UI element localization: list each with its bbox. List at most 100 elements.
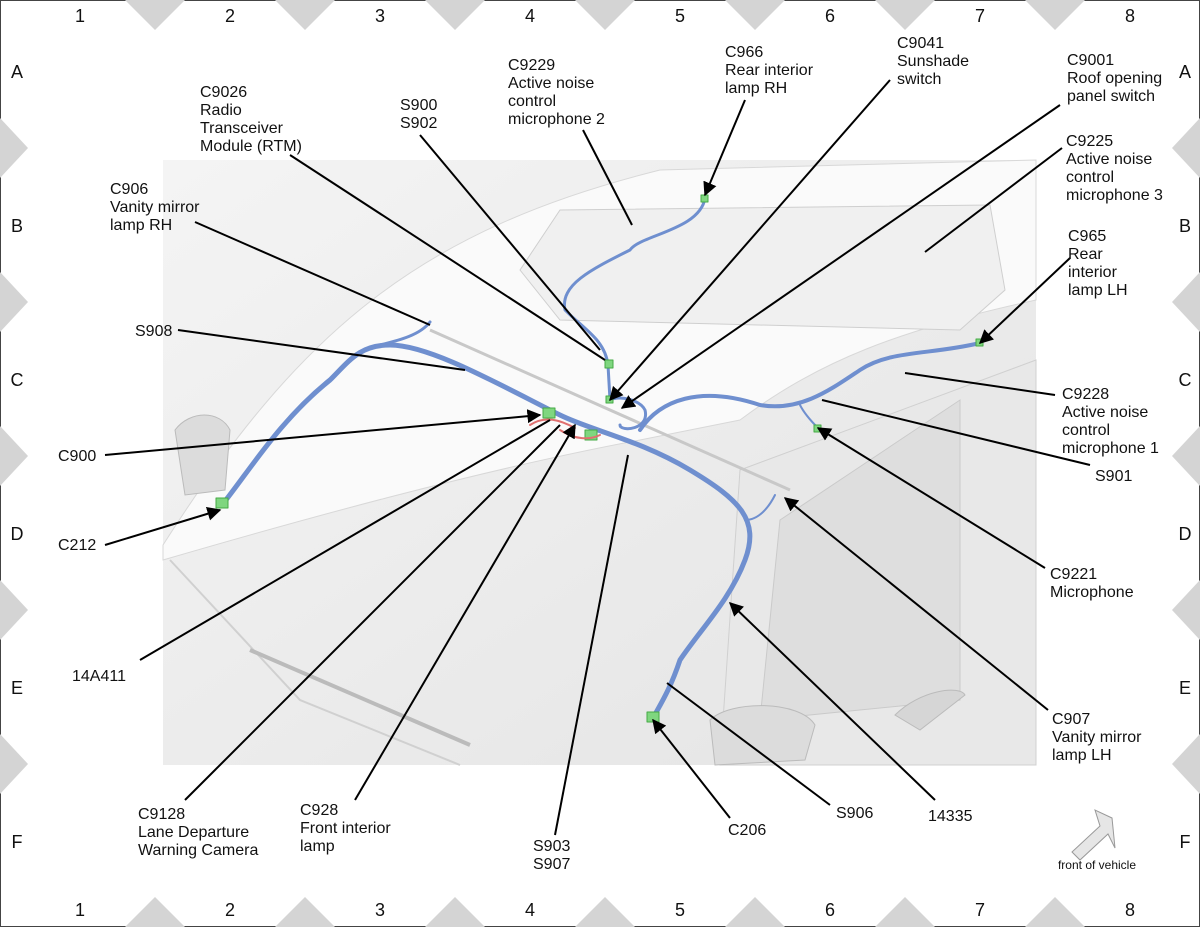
leader-line <box>620 104 1061 409</box>
callout-text: S902 <box>400 115 437 132</box>
leader-line <box>666 682 831 806</box>
leader-line <box>354 423 576 801</box>
callout-text: S900 <box>400 97 437 114</box>
column-label: 7 <box>975 900 985 920</box>
callout-text: Front interior <box>300 820 391 837</box>
callout-text: microphone 2 <box>508 111 605 128</box>
edge-marker <box>275 897 335 927</box>
callout-text: C9001 <box>1067 52 1114 69</box>
orientation-note: front of vehicle <box>1058 858 1136 872</box>
callout: 14335 <box>728 602 973 825</box>
edge-marker <box>575 897 635 927</box>
callout: S908 <box>135 323 466 371</box>
leader-line <box>978 257 1071 344</box>
column-label: 2 <box>225 6 235 26</box>
callout-text: Rear <box>1068 246 1103 263</box>
column-label: 6 <box>825 6 835 26</box>
leader-line <box>139 419 551 661</box>
column-label: 5 <box>675 900 685 920</box>
column-label: 2 <box>225 900 235 920</box>
leader-line <box>104 506 222 546</box>
callout: S906 <box>666 682 873 822</box>
callout-text: 14335 <box>928 808 973 825</box>
callout-text: C906 <box>110 181 148 198</box>
edge-marker <box>1172 734 1200 794</box>
edge-marker <box>725 0 785 30</box>
row-label: C <box>11 370 24 390</box>
leader-line <box>177 329 466 371</box>
callout-text: C9128 <box>138 806 185 823</box>
edge-marker <box>1172 580 1200 640</box>
callout-text: Active noise <box>1062 404 1148 421</box>
callout-text: C907 <box>1052 711 1090 728</box>
callout-text: S903 <box>533 838 570 855</box>
callout-text: 14A411 <box>72 668 126 685</box>
edge-marker <box>575 0 635 30</box>
leader-line <box>924 147 1063 253</box>
callout-text: Active noise <box>508 75 594 92</box>
callout-text: Vanity mirror <box>110 199 200 216</box>
leader-line <box>554 454 629 836</box>
leader-line <box>104 409 542 456</box>
row-label: C <box>1179 370 1192 390</box>
column-label: 8 <box>1125 900 1135 920</box>
row-label: F <box>12 832 23 852</box>
edge-marker <box>1025 0 1085 30</box>
leader-line <box>582 129 633 226</box>
edge-marker <box>1025 897 1085 927</box>
callout-text: Lane Departure <box>138 824 249 841</box>
callout-text: lamp LH <box>1068 282 1128 299</box>
edge-marker <box>125 897 185 927</box>
row-label: A <box>1179 62 1191 82</box>
callout-text: panel switch <box>1067 88 1155 105</box>
vehicle-illustration <box>162 159 1037 766</box>
callout-text: S906 <box>836 805 873 822</box>
edge-marker <box>875 897 935 927</box>
row-label: A <box>11 62 23 82</box>
row-label: B <box>1179 216 1191 236</box>
callout-text: control <box>508 93 556 110</box>
leader-line <box>652 718 731 819</box>
callout-text: C9041 <box>897 35 944 52</box>
callout-text: S901 <box>1095 468 1132 485</box>
column-label: 5 <box>675 6 685 26</box>
callout-text: Roof opening <box>1067 70 1162 87</box>
callout-text: S908 <box>135 323 172 340</box>
edge-marker <box>0 272 28 332</box>
callout-text: control <box>1062 422 1110 439</box>
column-label: 3 <box>375 900 385 920</box>
leader-line <box>728 602 936 801</box>
callout-text: Vanity mirror <box>1052 729 1142 746</box>
row-label: D <box>11 524 24 544</box>
callout-text: Warning Camera <box>138 842 258 859</box>
column-label: 1 <box>75 6 85 26</box>
column-label: 4 <box>525 6 535 26</box>
callout-text: C966 <box>725 44 763 61</box>
callout-text: switch <box>897 71 941 88</box>
leader-line <box>194 221 431 326</box>
leader-line <box>816 427 1046 569</box>
leader-line <box>184 424 561 801</box>
callout: C212 <box>58 506 222 554</box>
edge-marker <box>0 426 28 486</box>
callout: C206 <box>652 718 766 839</box>
column-label: 6 <box>825 900 835 920</box>
edge-marker <box>1172 118 1200 178</box>
leader-line <box>609 79 891 402</box>
row-label: E <box>1179 678 1191 698</box>
callout-text: Transceiver <box>200 120 284 137</box>
callout-text: C206 <box>728 822 766 839</box>
callout-text: C9225 <box>1066 133 1113 150</box>
row-label: B <box>11 216 23 236</box>
